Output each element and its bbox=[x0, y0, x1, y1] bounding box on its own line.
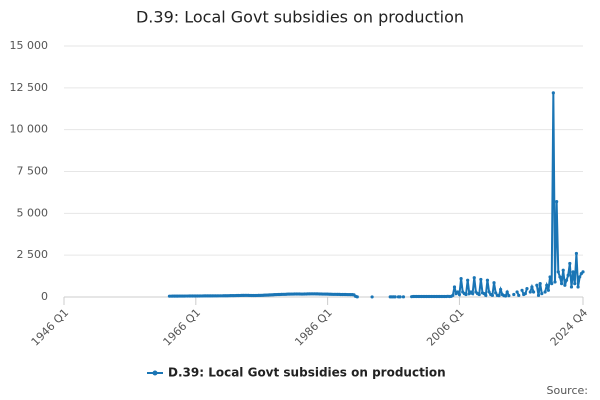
point bbox=[543, 290, 547, 294]
point bbox=[494, 291, 498, 295]
point bbox=[573, 282, 577, 286]
point bbox=[525, 287, 529, 291]
point bbox=[398, 295, 402, 299]
point bbox=[487, 290, 491, 294]
point bbox=[355, 295, 359, 299]
y-tick-label: 2 500 bbox=[17, 248, 49, 261]
point bbox=[550, 282, 554, 286]
point bbox=[507, 294, 511, 298]
point bbox=[578, 275, 582, 279]
point bbox=[479, 277, 483, 282]
y-tick-label: 10 000 bbox=[10, 123, 49, 136]
point bbox=[484, 293, 488, 297]
point bbox=[569, 285, 574, 289]
point bbox=[546, 288, 551, 292]
point bbox=[561, 268, 565, 272]
point bbox=[556, 270, 560, 274]
source: Source: bbox=[547, 384, 589, 397]
x-tick-label: 1946 Q1 bbox=[29, 306, 72, 349]
point bbox=[553, 280, 557, 284]
chart-title: D.39: Local Govt subsidies on production bbox=[136, 8, 464, 27]
point bbox=[503, 294, 508, 298]
point bbox=[464, 292, 468, 297]
y-tick-label: 0 bbox=[41, 290, 48, 303]
point bbox=[497, 294, 501, 298]
point bbox=[563, 283, 567, 287]
point bbox=[528, 290, 532, 294]
point bbox=[568, 261, 572, 266]
point bbox=[466, 278, 470, 282]
point bbox=[471, 292, 475, 296]
point bbox=[571, 270, 575, 274]
legend-label: D.39: Local Govt subsidies on production bbox=[168, 366, 446, 380]
point bbox=[551, 91, 555, 95]
point bbox=[499, 287, 503, 292]
point bbox=[512, 292, 516, 297]
y-tick-label: 12 500 bbox=[10, 81, 49, 94]
point bbox=[456, 290, 460, 294]
point bbox=[536, 293, 541, 297]
legend-marker bbox=[152, 370, 158, 376]
series-line bbox=[544, 92, 584, 293]
point bbox=[485, 278, 490, 282]
point bbox=[555, 200, 559, 204]
point bbox=[515, 290, 519, 294]
y-tick-label: 15 000 bbox=[10, 39, 49, 52]
point bbox=[558, 275, 562, 279]
y-tick-label: 5 000 bbox=[17, 206, 49, 219]
point bbox=[545, 283, 549, 287]
point bbox=[535, 283, 539, 287]
point bbox=[531, 290, 536, 294]
point bbox=[559, 282, 564, 286]
y-tick-label: 7 500 bbox=[17, 165, 49, 178]
x-tick-label: 2006 Q1 bbox=[424, 306, 467, 349]
x-tick-label: 2024 Q4 bbox=[548, 306, 591, 349]
point bbox=[540, 292, 544, 296]
point bbox=[523, 292, 527, 296]
point bbox=[574, 251, 579, 256]
x-tick-label: 1986 Q1 bbox=[292, 306, 335, 349]
point bbox=[451, 293, 455, 297]
point bbox=[576, 285, 580, 289]
series-line bbox=[535, 283, 543, 296]
point bbox=[401, 295, 406, 299]
point bbox=[393, 295, 397, 299]
point bbox=[452, 285, 457, 289]
point bbox=[548, 275, 552, 279]
point bbox=[581, 270, 585, 274]
point bbox=[520, 288, 524, 292]
point bbox=[505, 290, 509, 294]
point bbox=[490, 293, 494, 297]
point bbox=[492, 281, 496, 285]
point bbox=[566, 273, 570, 277]
point bbox=[530, 285, 534, 289]
point bbox=[457, 292, 462, 297]
point bbox=[459, 276, 463, 281]
point bbox=[538, 282, 542, 286]
point bbox=[477, 292, 481, 297]
point bbox=[517, 293, 521, 297]
point bbox=[472, 276, 476, 280]
x-tick-label: 1966 Q1 bbox=[161, 306, 204, 349]
point bbox=[370, 295, 374, 299]
point bbox=[564, 278, 569, 282]
